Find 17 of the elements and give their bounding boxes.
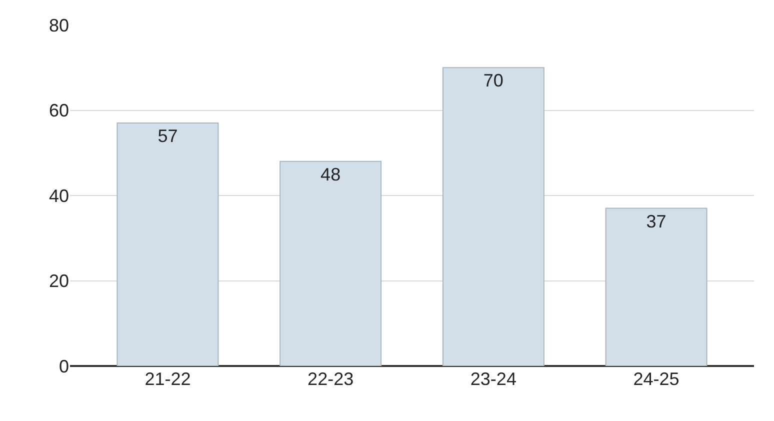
bar xyxy=(442,67,544,366)
x-tick-label: 24-25 xyxy=(633,369,680,389)
data-label: 48 xyxy=(320,164,341,184)
bar xyxy=(280,160,382,366)
bar xyxy=(605,208,708,366)
x-tick-label: 23-24 xyxy=(470,369,516,389)
y-tick-label: 60 xyxy=(48,100,69,121)
bar xyxy=(116,122,219,366)
y-tick-label: 20 xyxy=(48,271,69,292)
y-tick-label: 0 xyxy=(58,356,69,376)
data-label: 57 xyxy=(158,126,178,146)
y-tick-label: 40 xyxy=(48,186,69,206)
data-label: 70 xyxy=(483,70,504,91)
data-label: 37 xyxy=(646,211,666,232)
x-tick-label: 21-22 xyxy=(144,369,191,389)
x-tick-label: 22-23 xyxy=(308,369,354,389)
y-tick-label: 80 xyxy=(48,15,69,36)
